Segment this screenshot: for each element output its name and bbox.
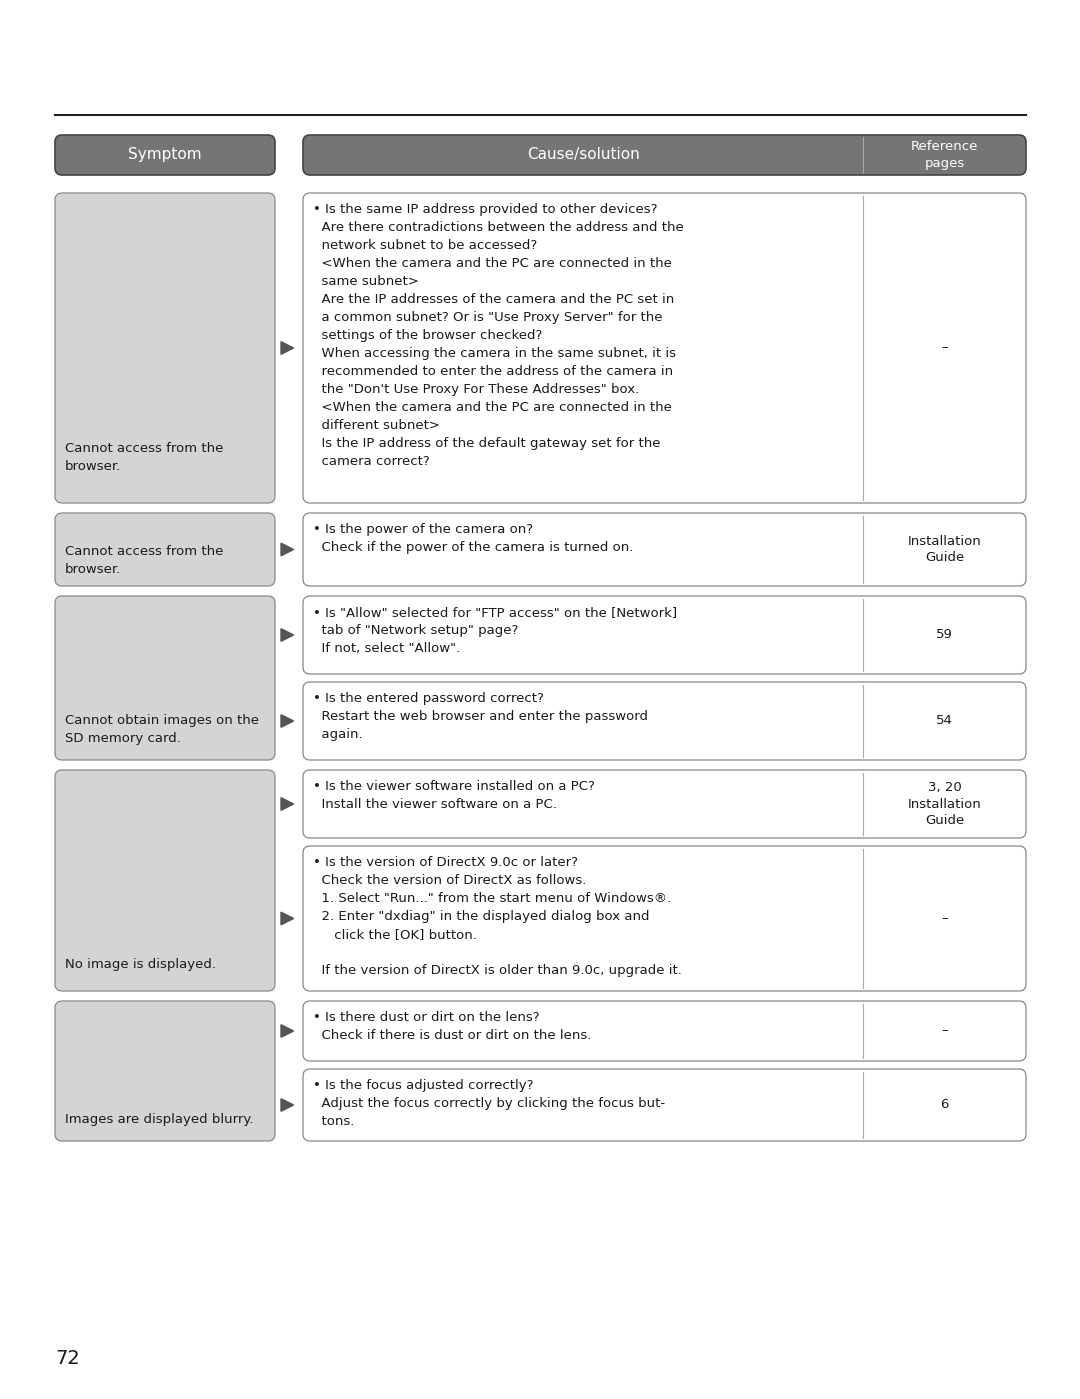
Text: • Is there dust or dirt on the lens?
  Check if there is dust or dirt on the len: • Is there dust or dirt on the lens? Che… xyxy=(313,1011,592,1042)
Polygon shape xyxy=(281,912,294,925)
Polygon shape xyxy=(281,543,294,555)
FancyBboxPatch shape xyxy=(55,1002,275,1142)
Text: Symptom: Symptom xyxy=(129,147,202,162)
Polygon shape xyxy=(281,341,294,354)
Text: • Is the focus adjusted correctly?
  Adjust the focus correctly by clicking the : • Is the focus adjusted correctly? Adjus… xyxy=(313,1079,665,1128)
Text: –: – xyxy=(941,1024,948,1038)
Text: • Is the power of the camera on?
  Check if the power of the camera is turned on: • Is the power of the camera on? Check i… xyxy=(313,523,633,554)
Text: –: – xyxy=(941,341,948,354)
Text: 3, 20
Installation
Guide: 3, 20 Installation Guide xyxy=(907,781,982,827)
FancyBboxPatch shape xyxy=(55,513,275,586)
FancyBboxPatch shape xyxy=(303,681,1026,760)
Text: Cannot obtain images on the
SD memory card.: Cannot obtain images on the SD memory ca… xyxy=(65,713,259,746)
Text: Cannot access from the
browser.: Cannot access from the browser. xyxy=(65,442,224,473)
Text: Installation
Guide: Installation Guide xyxy=(907,534,982,564)
FancyBboxPatch shape xyxy=(55,596,275,760)
Text: 59: 59 xyxy=(936,628,953,642)
FancyBboxPatch shape xyxy=(55,193,275,504)
FancyBboxPatch shape xyxy=(303,134,1026,175)
FancyBboxPatch shape xyxy=(303,1069,1026,1142)
Polygon shape xyxy=(281,1098,294,1111)
Text: No image is displayed.: No image is displayed. xyxy=(65,958,216,971)
Text: • Is the same IP address provided to other devices?
  Are there contradictions b: • Is the same IP address provided to oth… xyxy=(313,203,684,469)
Text: • Is the viewer software installed on a PC?
  Install the viewer software on a P: • Is the viewer software installed on a … xyxy=(313,781,595,811)
Text: Images are displayed blurry.: Images are displayed blurry. xyxy=(65,1114,254,1126)
Text: • Is "Allow" selected for "FTP access" on the [Network]
  tab of "Network setup": • Is "Allow" selected for "FTP access" o… xyxy=(313,606,677,655)
Text: 54: 54 xyxy=(936,715,953,727)
Text: Cannot access from the
browser.: Cannot access from the browser. xyxy=(65,546,224,576)
FancyBboxPatch shape xyxy=(55,769,275,990)
Polygon shape xyxy=(281,797,294,810)
Text: • Is the entered password correct?
  Restart the web browser and enter the passw: • Is the entered password correct? Resta… xyxy=(313,693,648,741)
Polygon shape xyxy=(281,1024,294,1037)
FancyBboxPatch shape xyxy=(55,134,275,175)
FancyBboxPatch shape xyxy=(303,1002,1026,1060)
Text: Cause/solution: Cause/solution xyxy=(527,147,639,162)
Polygon shape xyxy=(281,628,294,641)
Text: 72: 72 xyxy=(55,1349,80,1367)
FancyBboxPatch shape xyxy=(303,596,1026,674)
Text: Reference
pages: Reference pages xyxy=(910,140,978,169)
FancyBboxPatch shape xyxy=(303,193,1026,504)
FancyBboxPatch shape xyxy=(303,769,1026,838)
Text: • Is the version of DirectX 9.0c or later?
  Check the version of DirectX as fol: • Is the version of DirectX 9.0c or late… xyxy=(313,856,681,977)
FancyBboxPatch shape xyxy=(303,513,1026,586)
Text: 6: 6 xyxy=(941,1098,948,1111)
Polygon shape xyxy=(281,715,294,727)
Text: –: – xyxy=(941,912,948,925)
FancyBboxPatch shape xyxy=(303,846,1026,990)
